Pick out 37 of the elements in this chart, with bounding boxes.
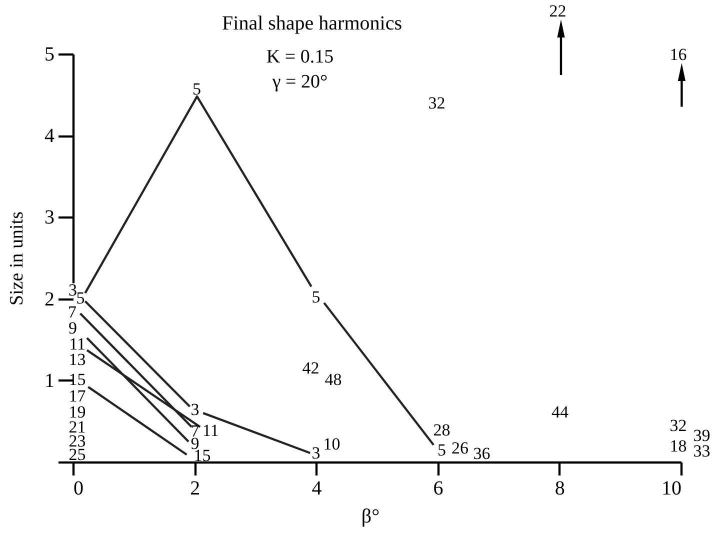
y-tick-label: 3: [44, 206, 54, 229]
chart-title: Final shape harmonics: [222, 12, 402, 34]
annotation: 3: [312, 443, 320, 462]
annotation: 5: [312, 288, 320, 307]
y-axis-title: Size in units: [6, 212, 28, 306]
annotation: 26: [452, 438, 468, 458]
annotation: 32: [428, 93, 446, 112]
annotation: 5: [437, 440, 446, 460]
annotation: 16: [670, 45, 687, 64]
y-tick-label: 2: [44, 288, 54, 310]
x-tick-label: 8: [554, 478, 565, 500]
annotation: 5: [76, 288, 85, 308]
annotation: 5: [192, 79, 201, 98]
annotation: 48: [324, 370, 342, 389]
y-tick-label: 5: [44, 44, 54, 66]
annotation: 3: [190, 400, 200, 419]
y-tick-label: 4: [44, 125, 54, 148]
annotation: 42: [302, 358, 320, 378]
annotation: 44: [552, 402, 569, 422]
y-tick-label: 1: [44, 370, 54, 392]
annotation: 18: [670, 436, 687, 456]
text: 22: [549, 2, 566, 21]
annotation: 10: [323, 434, 340, 454]
x-tick-label: 2: [190, 478, 200, 500]
annotation: 15: [68, 370, 86, 389]
annotation: 36: [473, 444, 490, 463]
x-tick-label: 10: [662, 478, 682, 500]
x-tick-label: 6: [433, 478, 444, 500]
annotation: K = 0.15: [266, 46, 334, 68]
annotation: γ = 20°: [271, 72, 328, 93]
annotation: 32: [670, 416, 687, 435]
annotation: 28: [433, 420, 450, 440]
x-tick-label: 4: [312, 478, 322, 500]
annotation: 3: [68, 280, 77, 300]
annotation: 11: [202, 421, 219, 440]
x-tick-label: 0: [74, 478, 84, 500]
x-axis-title: β°: [361, 506, 380, 528]
